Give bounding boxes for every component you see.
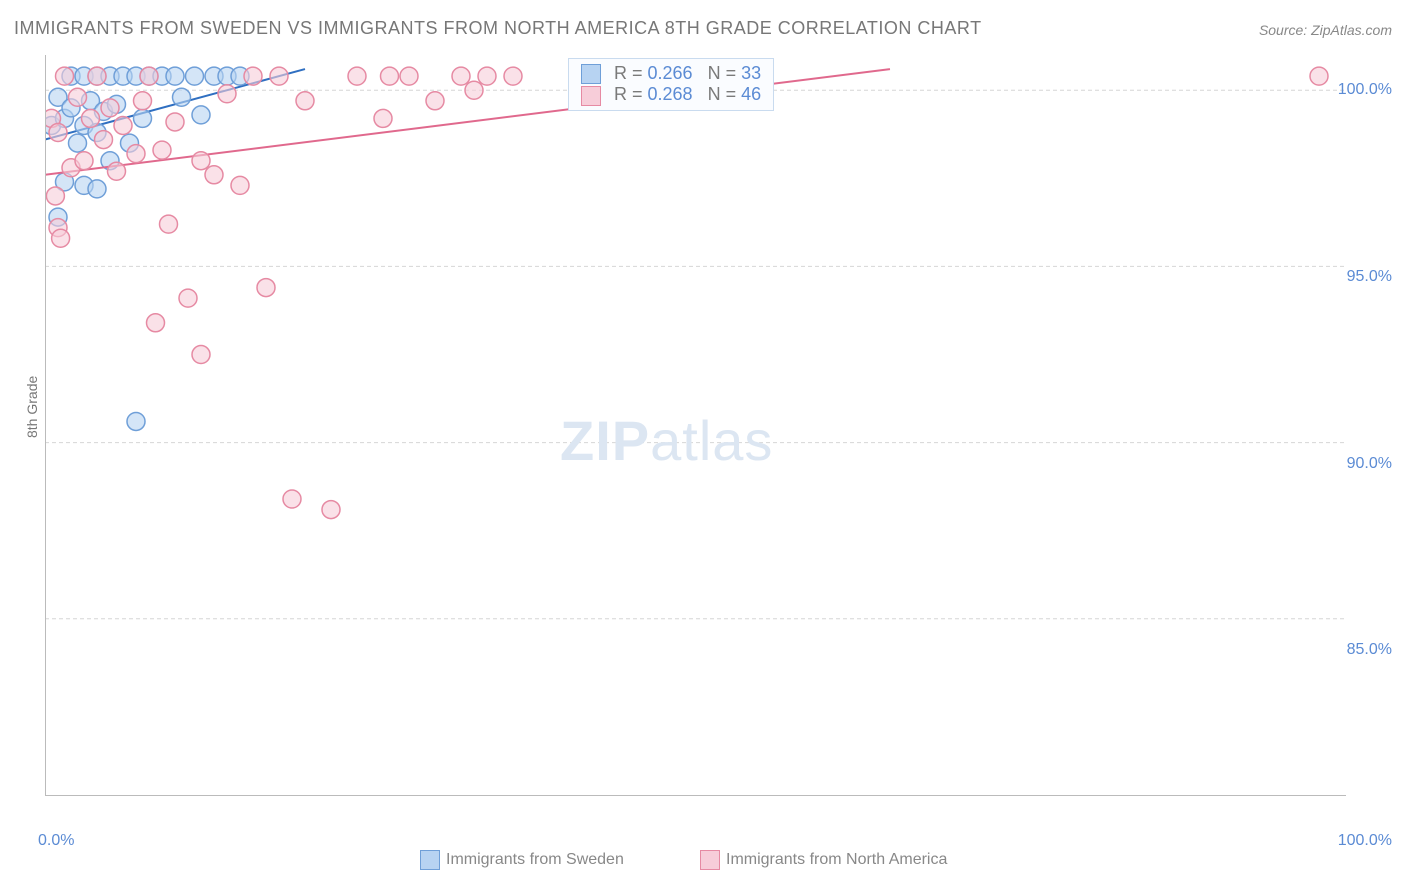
y-tick-label: 100.0%	[1338, 81, 1392, 99]
chart-container: IMMIGRANTS FROM SWEDEN VS IMMIGRANTS FRO…	[0, 0, 1406, 892]
x-tick-label: 0.0%	[38, 832, 74, 850]
stats-r-value: 0.266	[648, 63, 693, 83]
stats-row-north-america: R = 0.268 N = 46	[581, 84, 761, 105]
stats-n-value: 33	[741, 63, 761, 83]
legend-label: Immigrants from Sweden	[446, 851, 624, 868]
source-label: Source: ZipAtlas.com	[1259, 22, 1392, 38]
stats-swatch-icon	[581, 86, 601, 106]
chart-title: IMMIGRANTS FROM SWEDEN VS IMMIGRANTS FRO…	[14, 18, 982, 39]
stats-r-value: 0.268	[648, 84, 693, 104]
legend-label: Immigrants from North America	[726, 851, 947, 868]
stats-box: R = 0.266 N = 33 R = 0.268 N = 46	[568, 58, 774, 111]
y-tick-label: 95.0%	[1347, 268, 1392, 286]
y-tick-label: 90.0%	[1347, 455, 1392, 473]
plot-border	[45, 55, 1346, 796]
y-tick-label: 85.0%	[1347, 641, 1392, 659]
legend-swatch-icon	[700, 850, 720, 870]
legend-item-sweden: Immigrants from Sweden	[420, 850, 624, 870]
stats-swatch-icon	[581, 64, 601, 84]
x-tick-label: 100.0%	[1338, 832, 1392, 850]
legend-swatch-icon	[420, 850, 440, 870]
legend-item-north-america: Immigrants from North America	[700, 850, 947, 870]
stats-row-sweden: R = 0.266 N = 33	[581, 63, 761, 84]
y-axis-label: 8th Grade	[24, 376, 40, 438]
stats-n-value: 46	[741, 84, 761, 104]
